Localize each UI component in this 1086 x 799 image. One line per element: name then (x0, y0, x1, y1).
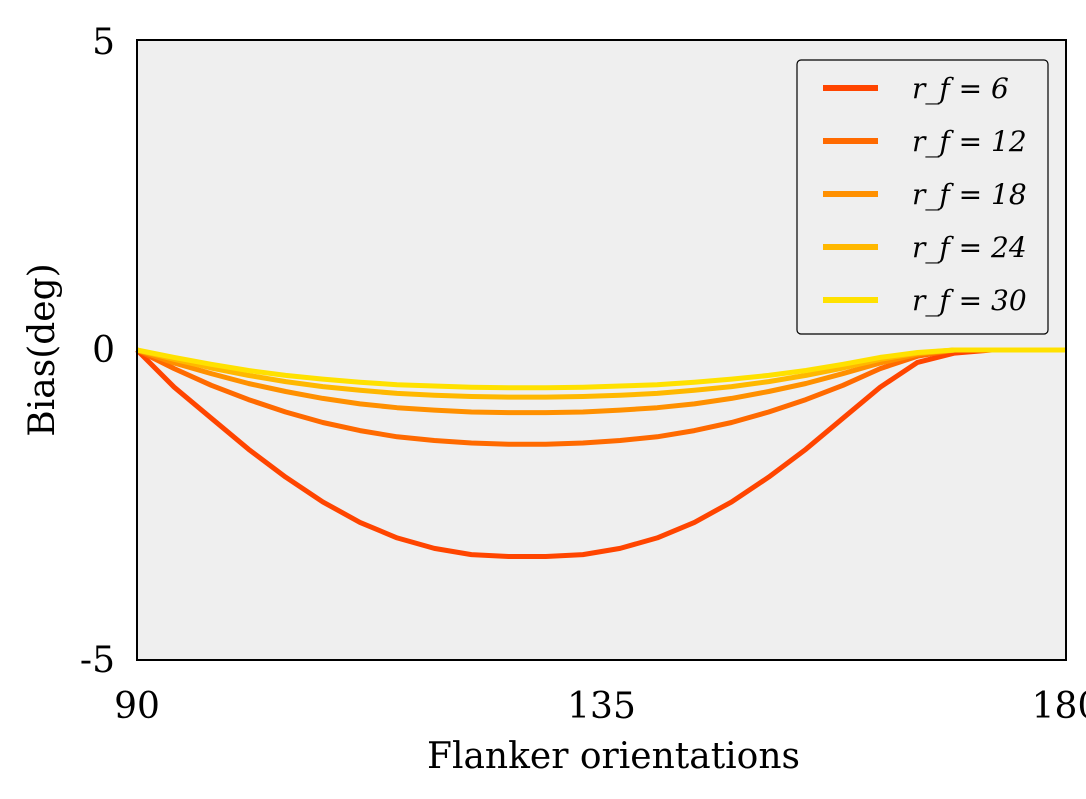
plot-frame (136, 39, 1067, 661)
y-axis-ticks: -5 0 5 (80, 22, 115, 681)
legend-label-2: r_f = 18 (912, 178, 1027, 211)
legend-label-3: r_f = 24 (912, 231, 1027, 264)
legend: r_f = 6 r_f = 12 r_f = 18 r_f = 24 r_f = 30 (796, 59, 1049, 335)
x-axis-ticks: 90 135 180 (114, 686, 1086, 727)
legend-label-1: r_f = 12 (912, 125, 1027, 158)
series-line-4 (136, 347, 1066, 391)
legend-box (796, 59, 1049, 335)
y-tick-label: 0 (92, 330, 115, 371)
series-line-0 (135, 347, 1066, 559)
x-tick-label: 180 (1032, 686, 1086, 727)
series-layer (135, 347, 1066, 559)
x-tick-label: 90 (114, 686, 160, 727)
y-tick-label: -5 (80, 640, 115, 681)
y-tick-label: 5 (92, 22, 115, 63)
x-tick-label: 135 (567, 686, 636, 727)
legend-label-0: r_f = 6 (912, 72, 1009, 105)
legend-label-4: r_f = 30 (912, 284, 1027, 317)
y-axis-label: Bias(deg) (22, 263, 63, 436)
x-axis-label: Flanker orientations (427, 736, 800, 777)
